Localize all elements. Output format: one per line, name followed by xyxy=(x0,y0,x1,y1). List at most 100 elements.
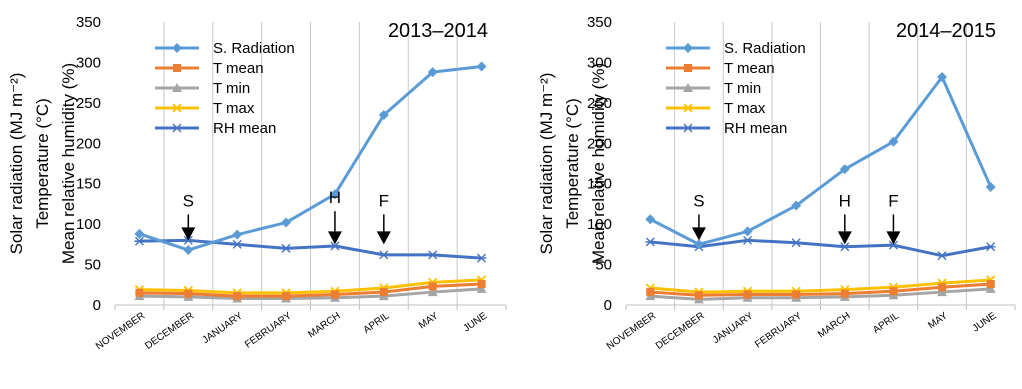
data-point xyxy=(645,214,656,225)
x-tick-label: JANUARY xyxy=(201,310,246,346)
data-point xyxy=(329,189,340,200)
y-tick-label: 300 xyxy=(76,54,101,71)
annotation-label: H xyxy=(839,191,851,210)
y-tick-label: 300 xyxy=(587,54,612,71)
y-tick-label: 100 xyxy=(76,216,101,233)
y-tick-label: 250 xyxy=(587,95,612,112)
y-tick-label: 50 xyxy=(595,257,612,274)
series-line xyxy=(650,287,991,301)
annotation-arrow-head xyxy=(181,227,196,241)
data-point xyxy=(184,289,193,298)
series-line xyxy=(649,75,993,246)
data-point xyxy=(985,283,996,293)
legend-marker xyxy=(172,123,182,133)
data-point xyxy=(742,235,753,245)
chart-title: 2014–2015 xyxy=(896,20,996,42)
data-point xyxy=(476,283,487,293)
annotation-f: F xyxy=(376,191,391,245)
annotation-h: H xyxy=(327,188,342,245)
legend-marker xyxy=(172,83,182,92)
legend-marker xyxy=(683,43,693,53)
data-point xyxy=(888,136,899,147)
annotation-arrow-head xyxy=(327,231,342,245)
x-tick-label: JANUARY xyxy=(711,310,756,346)
legend-marker xyxy=(173,64,181,72)
legend: S. Radiation T mean T min T max RH mean xyxy=(155,40,295,137)
series-rh-mean xyxy=(645,235,996,261)
y-tick-label: 350 xyxy=(587,14,612,31)
data-point xyxy=(233,292,242,301)
data-point xyxy=(742,226,753,237)
data-point xyxy=(281,217,292,228)
data-point xyxy=(791,238,802,248)
legend-marker xyxy=(172,103,182,113)
data-point xyxy=(888,240,899,250)
x-tick-label: NOVEMBER xyxy=(605,310,658,352)
y-axis-label: Solar radiation (MJ m⁻²) xyxy=(537,73,556,255)
x-tick-label: MARCH xyxy=(306,310,342,340)
x-tick-label: MAY xyxy=(926,310,950,331)
chart-title: 2013–2014 xyxy=(388,20,488,42)
data-point xyxy=(476,253,487,263)
y-tick-label: 150 xyxy=(587,176,612,193)
y-axis-label: Solar radiation (MJ m⁻²) xyxy=(7,73,26,255)
data-point xyxy=(937,251,948,261)
legend-marker xyxy=(684,64,692,72)
y-tick-label: 250 xyxy=(76,95,101,112)
annotation-label: H xyxy=(329,188,341,207)
data-point xyxy=(646,288,655,297)
legend-marker xyxy=(683,123,693,133)
y-tick-label: 350 xyxy=(76,14,101,31)
data-point xyxy=(985,181,996,192)
x-tick-label: NOVEMBER xyxy=(94,310,147,352)
y-axis-label: Temperature (°C) xyxy=(33,98,52,229)
series-line xyxy=(650,278,991,294)
data-point xyxy=(135,288,144,297)
data-point xyxy=(937,71,948,82)
data-point xyxy=(693,239,704,250)
y-tick-label: 100 xyxy=(587,216,612,233)
data-point xyxy=(938,283,947,292)
x-tick-label: APRIL xyxy=(362,310,392,336)
data-point xyxy=(645,237,656,247)
x-tick-label: DECEMBER xyxy=(654,310,707,352)
data-point xyxy=(792,290,801,299)
y-axis-label: Temperature (°C) xyxy=(563,98,582,229)
data-point xyxy=(232,239,243,249)
legend-label: RH mean xyxy=(213,120,276,137)
annotation-label: S xyxy=(693,191,704,210)
data-point xyxy=(232,229,243,240)
legend-label: T max xyxy=(213,100,255,117)
annotation-arrow-head xyxy=(691,227,706,241)
data-point xyxy=(330,290,339,299)
series-s-radiation xyxy=(134,61,487,256)
legend-label: RH mean xyxy=(724,120,787,137)
x-tick-label: JUNE xyxy=(971,310,999,334)
data-point xyxy=(378,109,389,120)
data-point xyxy=(134,236,145,246)
data-point xyxy=(183,245,194,256)
legend-label: T mean xyxy=(213,60,264,77)
y-tick-label: 50 xyxy=(84,257,101,274)
data-point xyxy=(791,200,802,211)
y-tick-label: 150 xyxy=(76,176,101,193)
data-point xyxy=(840,289,849,298)
x-tick-label: JUNE xyxy=(462,310,490,334)
data-point xyxy=(379,288,388,297)
data-point xyxy=(329,241,340,251)
x-tick-label: APRIL xyxy=(871,310,901,336)
y-tick-label: 200 xyxy=(76,135,101,152)
series-line xyxy=(139,278,482,295)
annotation-arrow-head xyxy=(837,231,852,245)
legend-label: T min xyxy=(213,80,250,97)
series-line xyxy=(138,64,482,252)
data-point xyxy=(427,250,438,260)
data-point xyxy=(183,235,194,245)
legend-marker xyxy=(172,43,182,53)
data-point xyxy=(476,61,487,72)
data-point xyxy=(889,287,898,296)
series-line xyxy=(139,238,482,260)
